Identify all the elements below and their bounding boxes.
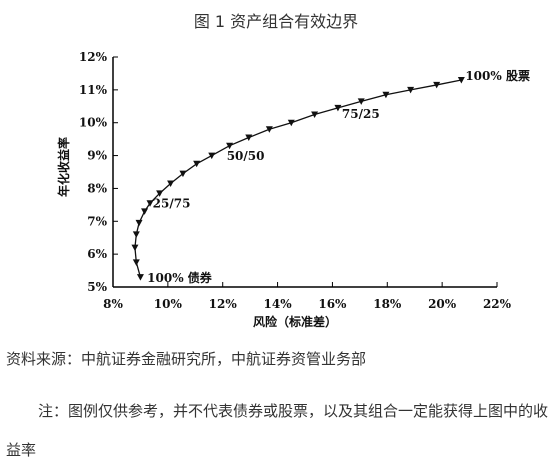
x-tick-label: 20% xyxy=(428,297,457,311)
data-point xyxy=(287,119,295,127)
point-annotation: 25/75 xyxy=(153,196,191,210)
y-axis-title: 年化收益率 xyxy=(56,137,71,197)
data-point xyxy=(167,180,175,187)
x-tick-label: 8% xyxy=(103,297,123,311)
y-tick-label: 5% xyxy=(87,280,107,294)
data-point xyxy=(179,170,187,178)
data-point xyxy=(357,98,365,105)
frontier-line xyxy=(134,79,462,278)
data-point xyxy=(208,152,216,160)
point-annotation: 75/25 xyxy=(342,107,380,121)
point-annotation: 100% 股票 xyxy=(465,68,530,83)
data-point xyxy=(146,200,154,207)
efficient-frontier-chart: 5% 6% 7% 8% 9% 10% 11% 12% 8% 10% 12% 14% 16% 18% 20% 2… xyxy=(56,50,530,329)
x-tick-label: 12% xyxy=(209,297,238,311)
disclaimer-note: 注：图例仅供参考，并不代表债券或股票，以及其组合一定能获得上图中的收益率 xyxy=(6,402,549,459)
x-tick-label: 16% xyxy=(318,297,347,311)
data-point xyxy=(136,274,144,281)
point-annotation: 100% 债券 xyxy=(147,270,213,285)
x-tick-label: 22% xyxy=(483,297,512,311)
y-tick-label: 6% xyxy=(87,247,107,261)
chart-annotations: 100% 债券 25/75 50/50 75/25 100% 股票 xyxy=(147,68,530,285)
y-tick-label: 7% xyxy=(87,214,107,228)
chart-axes: 5% 6% 7% 8% 9% 10% 11% 12% 8% 10% 12% 14% 16% 18% 20% 2… xyxy=(56,50,512,329)
point-annotation: 50/50 xyxy=(227,149,265,163)
data-point xyxy=(156,190,164,197)
data-point xyxy=(193,160,201,168)
y-tick-label: 9% xyxy=(87,149,107,163)
y-tick-label: 11% xyxy=(79,83,108,97)
data-point xyxy=(226,142,234,150)
x-axis-title: 风险（标准差） xyxy=(253,314,337,329)
x-tick-label: 18% xyxy=(373,297,402,311)
x-tick-label: 14% xyxy=(264,297,293,311)
data-point xyxy=(132,259,140,266)
data-point xyxy=(141,208,149,215)
data-point xyxy=(457,77,465,84)
data-point xyxy=(311,111,319,118)
data-point xyxy=(135,219,143,227)
data-point xyxy=(265,126,273,133)
data-point xyxy=(382,91,390,99)
y-tick-label: 10% xyxy=(79,116,108,130)
data-point xyxy=(245,134,253,141)
y-tick-label: 8% xyxy=(87,181,107,195)
y-tick-label: 12% xyxy=(79,50,108,64)
figure-title: 图 1 资产组合有效边界 xyxy=(193,12,359,31)
data-point xyxy=(334,104,342,112)
data-point xyxy=(433,81,441,89)
data-point xyxy=(132,231,140,238)
source-note: 资料来源：中航证券金融研究所，中航证券资管业务部 xyxy=(6,350,367,368)
data-point xyxy=(131,244,139,252)
chart-marks xyxy=(131,77,465,281)
x-tick-label: 10% xyxy=(154,297,183,311)
data-point xyxy=(407,86,415,94)
